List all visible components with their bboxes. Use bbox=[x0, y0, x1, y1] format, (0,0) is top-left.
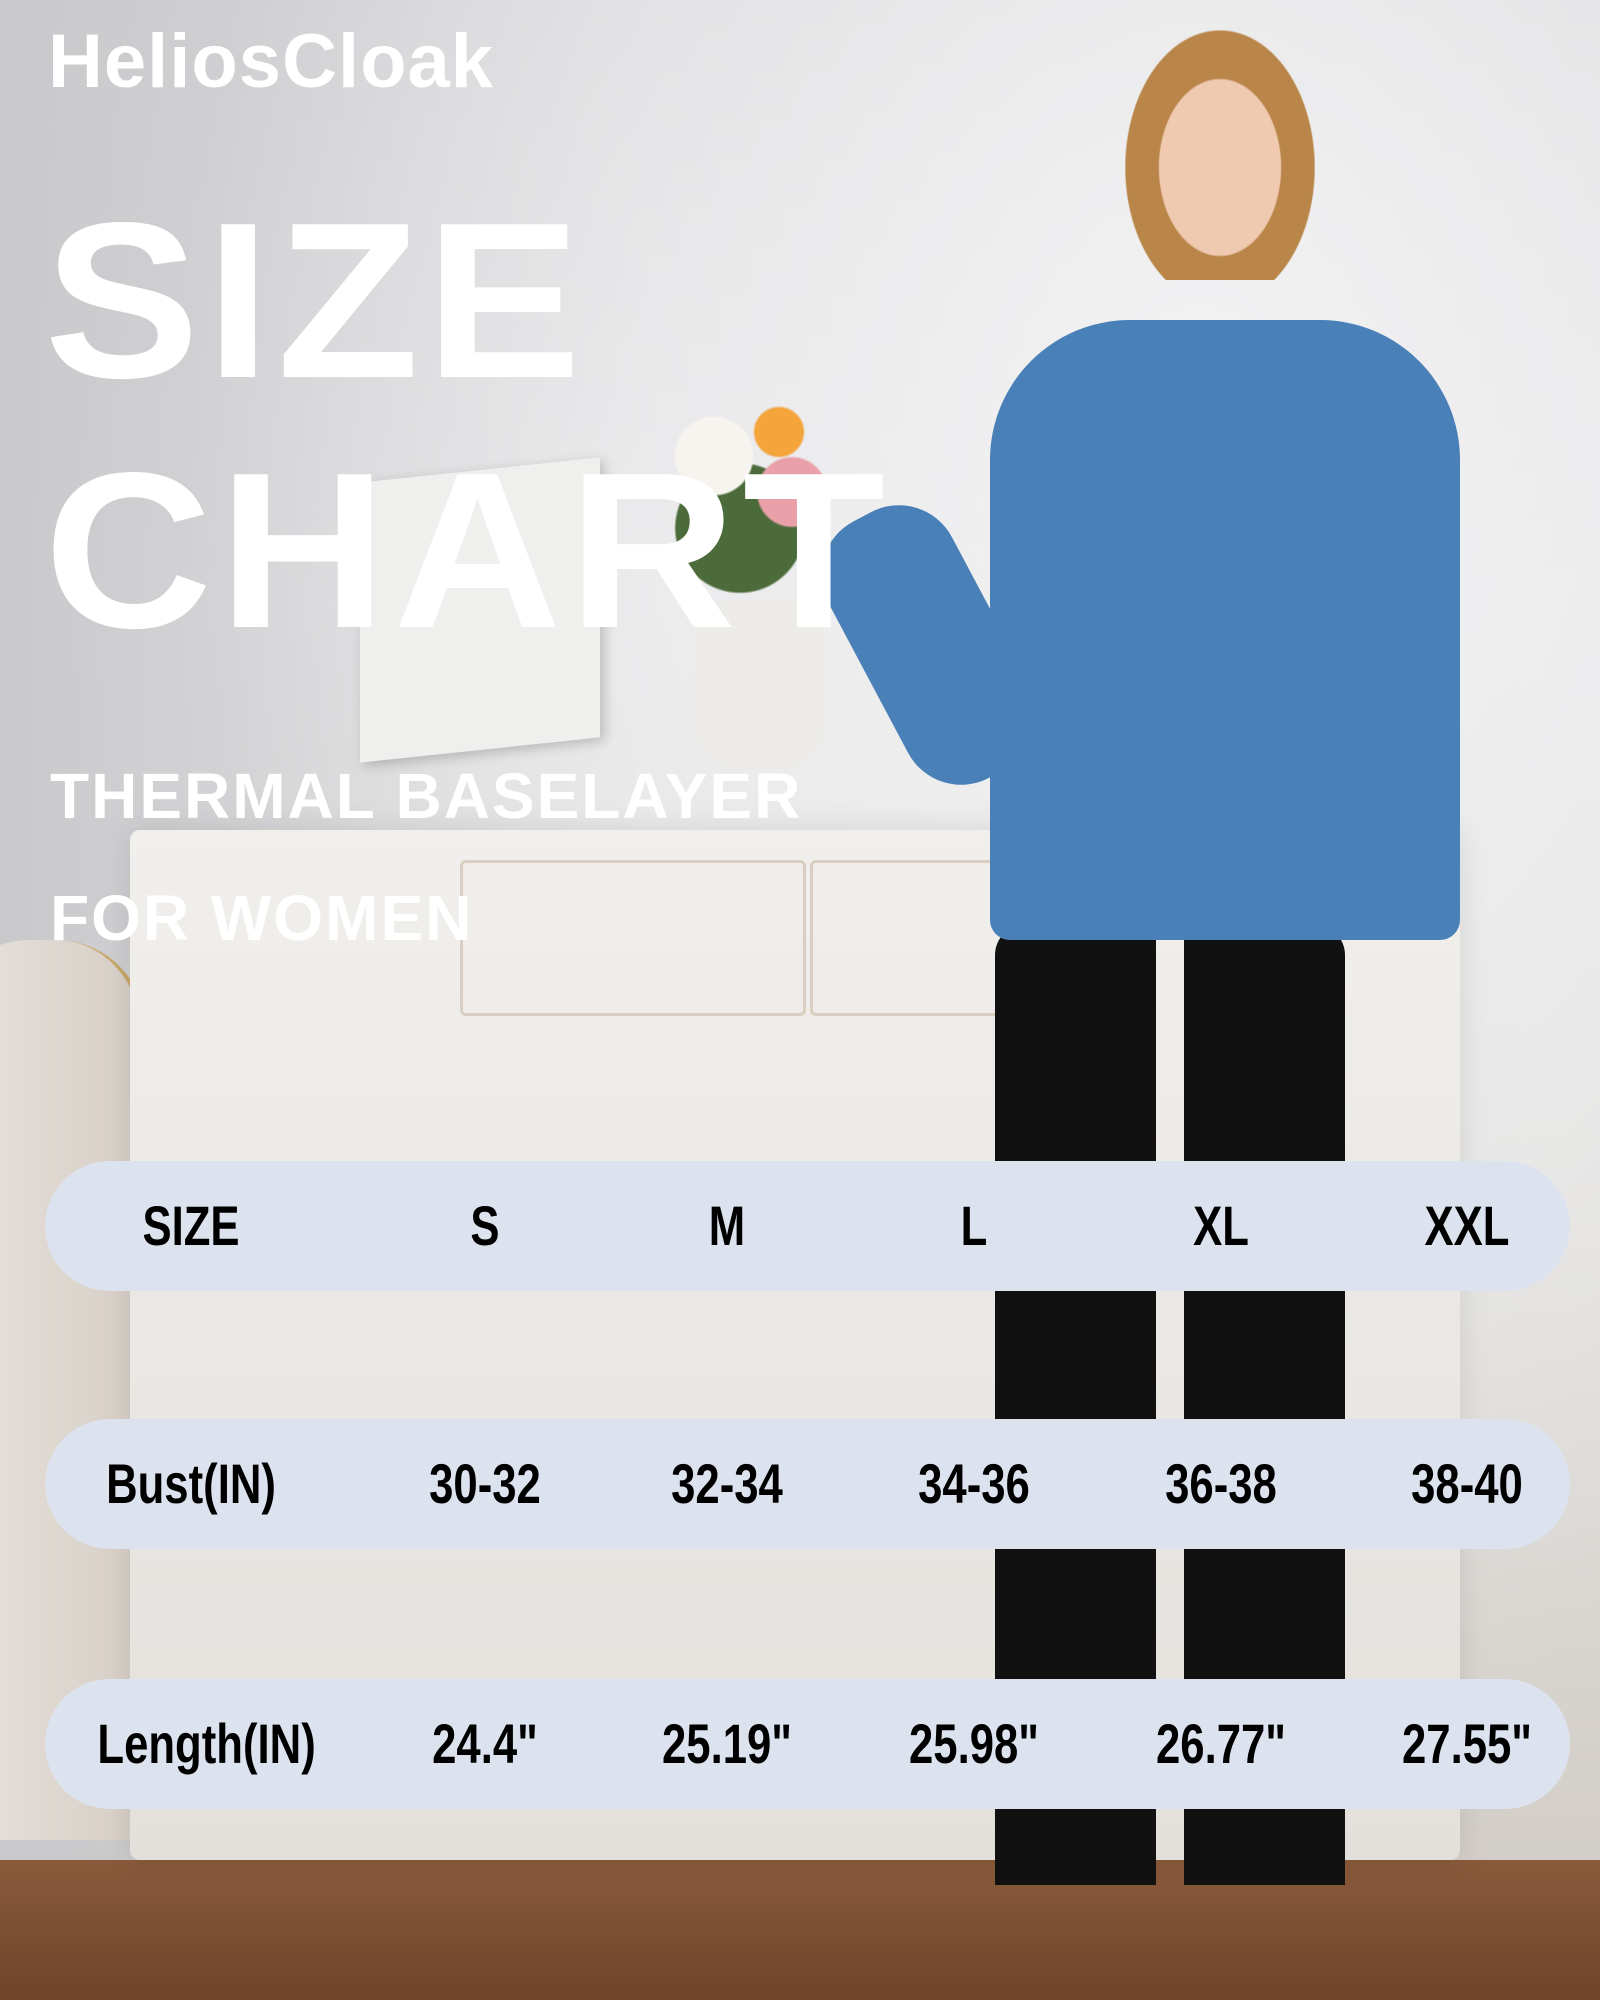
table-cell: 25.98" bbox=[908, 1712, 1040, 1775]
title-chart: CHART bbox=[44, 427, 892, 675]
drawer bbox=[460, 860, 806, 1016]
subtitle-audience: FOR WOMEN bbox=[50, 882, 474, 954]
table-cell: 32-34 bbox=[671, 1452, 783, 1515]
model-head bbox=[1125, 30, 1315, 280]
table-cell: 26.77" bbox=[1155, 1712, 1287, 1775]
row-label: Bust(IN) bbox=[106, 1452, 276, 1515]
header-cell: S bbox=[470, 1194, 500, 1257]
drawer bbox=[810, 860, 1016, 1016]
length-row: Length(IN) 24.4" 25.19" 25.98" 26.77" 27… bbox=[45, 1679, 1570, 1809]
table-cell: 27.55" bbox=[1401, 1712, 1533, 1775]
header-cell: L bbox=[960, 1194, 988, 1257]
header-cell: M bbox=[708, 1194, 746, 1257]
model-shirt bbox=[990, 320, 1460, 940]
table-cell: 30-32 bbox=[429, 1452, 541, 1515]
bust-row: Bust(IN) 30-32 32-34 34-36 36-38 38-40 bbox=[45, 1419, 1570, 1549]
table-cell: 38-40 bbox=[1411, 1452, 1523, 1515]
subtitle-product: THERMAL BASELAYER bbox=[50, 760, 803, 832]
table-cell: 36-38 bbox=[1165, 1452, 1277, 1515]
header-cell: SIZE bbox=[142, 1194, 240, 1257]
brand-logo: HeliosCloak bbox=[48, 19, 495, 104]
size-header-row: SIZE S M L XL XXL bbox=[45, 1161, 1570, 1291]
table-cell: 34-36 bbox=[918, 1452, 1030, 1515]
header-cell: XXL bbox=[1424, 1194, 1510, 1257]
floor bbox=[0, 1860, 1600, 2000]
vase bbox=[695, 600, 825, 770]
table-cell: 25.19" bbox=[661, 1712, 793, 1775]
row-label: Length(IN) bbox=[97, 1712, 316, 1775]
header-cell: XL bbox=[1193, 1194, 1249, 1257]
table-cell: 24.4" bbox=[432, 1712, 538, 1775]
title-size: SIZE bbox=[44, 177, 588, 425]
